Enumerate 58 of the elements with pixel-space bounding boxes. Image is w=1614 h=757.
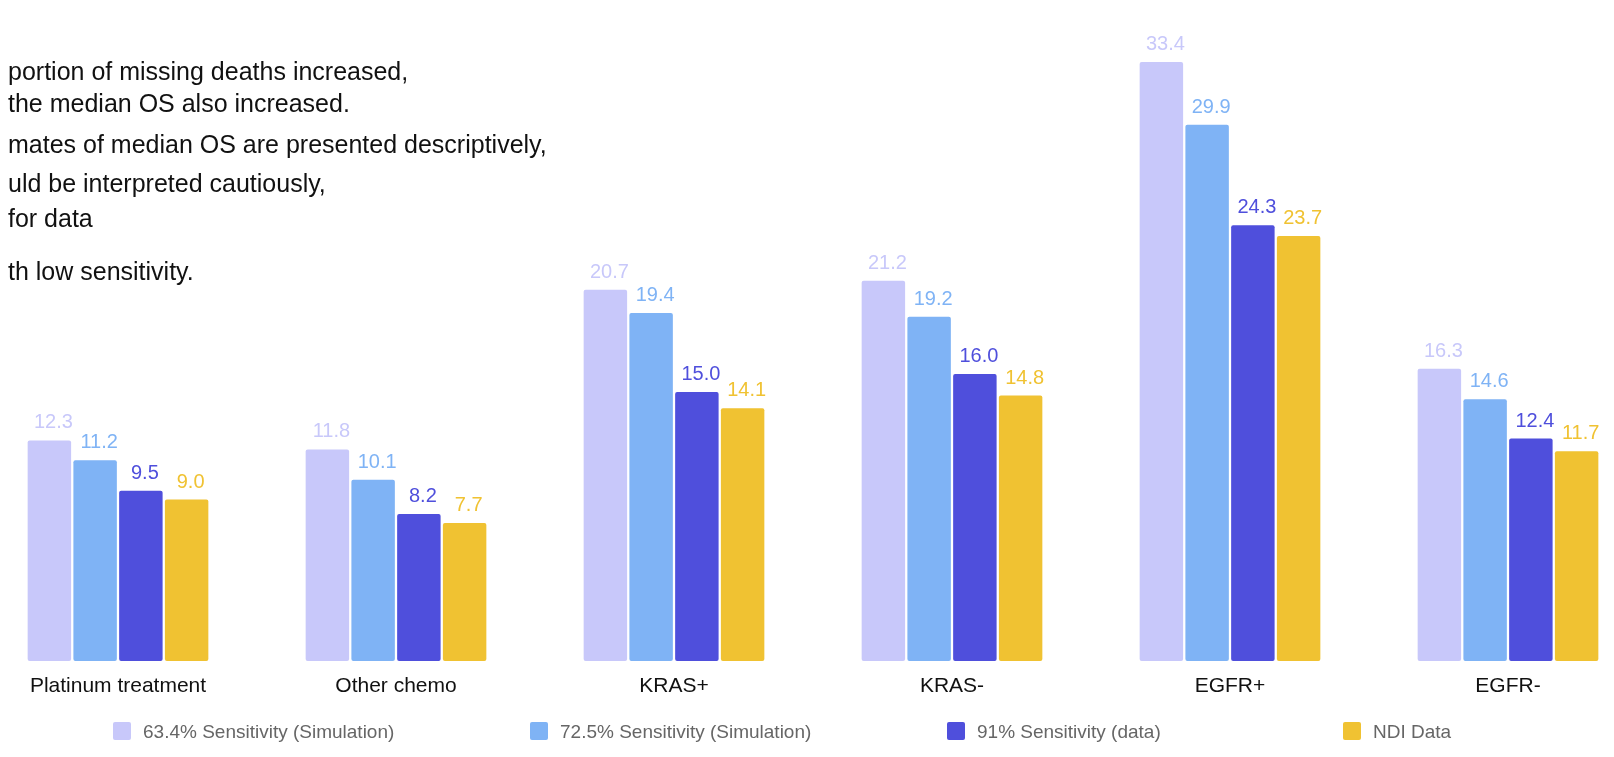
bar: [998, 395, 1043, 661]
bar: [907, 316, 951, 661]
annotation: for data: [8, 204, 93, 232]
bar: [119, 490, 163, 661]
legend-label: 91% Sensitivity (data): [977, 721, 1161, 742]
bar: [397, 513, 441, 661]
legend-label: 63.4% Sensitivity (Simulation): [143, 721, 395, 742]
data-label: 11.2: [80, 430, 118, 453]
bar: [351, 479, 395, 661]
data-label: 9.5: [130, 460, 159, 483]
x-tick-label: EGFR+: [1194, 673, 1266, 696]
data-label: 11.7: [1561, 421, 1600, 444]
data-label: 10.1: [357, 449, 397, 472]
x-tick-label: EGFR-: [1475, 673, 1541, 696]
data-label: 19.2: [913, 286, 953, 309]
x-tick-label: Other chemo: [335, 673, 457, 696]
bar: [73, 460, 117, 661]
x-tick-label: Platinum treatment: [29, 673, 207, 696]
bar: [27, 440, 72, 661]
data-label: 7.7: [454, 492, 483, 515]
x-tick-label: KRAS+: [639, 673, 709, 696]
data-label: 29.9: [1191, 94, 1231, 117]
bar: [953, 374, 997, 661]
legend-label: NDI Data: [1373, 721, 1452, 742]
bar: [583, 289, 628, 661]
annotation: mates of median OS are presented descriptively,: [8, 130, 547, 158]
data-label: 8.2: [408, 483, 437, 506]
data-label: 14.1: [727, 378, 767, 401]
bar: [861, 280, 906, 661]
bar: [1509, 438, 1553, 661]
bar: [720, 408, 765, 661]
bar: [1276, 235, 1321, 661]
annotation: portion of missing deaths increased,: [8, 57, 409, 85]
data-label: 15.0: [681, 361, 721, 384]
bar: [164, 499, 209, 661]
bar: [305, 449, 350, 661]
data-label: 14.8: [1005, 365, 1045, 388]
bar: [1139, 62, 1184, 661]
x-tick-label: KRAS-: [919, 673, 985, 696]
bar: [1185, 124, 1229, 661]
data-label: 9.0: [176, 469, 205, 492]
data-label: 23.7: [1283, 205, 1323, 228]
bar: [1231, 225, 1275, 661]
bar: [1463, 399, 1507, 661]
data-label: 19.4: [635, 283, 675, 306]
data-label: 24.3: [1237, 195, 1277, 218]
annotation: the median OS also increased.: [8, 89, 350, 117]
annotation: uld be interpreted cautiously,: [8, 169, 326, 197]
data-label: 16.0: [959, 344, 999, 367]
bar: [1554, 451, 1599, 661]
bar: [1417, 368, 1462, 661]
bar: [629, 313, 673, 661]
data-label: 12.4: [1515, 408, 1555, 431]
legend-label: 72.5% Sensitivity (Simulation): [560, 721, 812, 742]
annotation: th low sensitivity.: [8, 257, 194, 285]
bar: [675, 391, 719, 661]
data-label: 14.6: [1469, 369, 1509, 392]
bar: [442, 522, 487, 661]
